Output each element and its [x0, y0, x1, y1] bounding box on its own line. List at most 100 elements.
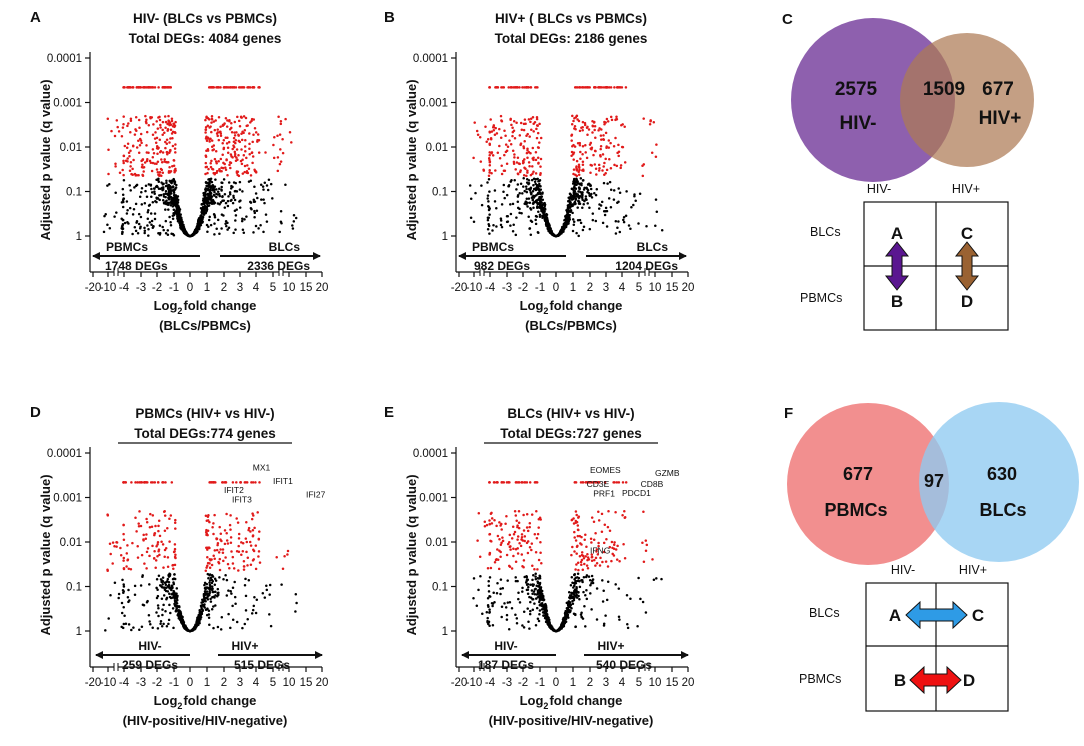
data-point — [498, 538, 501, 541]
data-point — [164, 126, 167, 130]
data-point — [603, 523, 607, 527]
data-point — [167, 119, 170, 122]
data-point — [579, 177, 583, 180]
data-point — [579, 542, 582, 545]
data-point — [237, 550, 241, 554]
data-point — [122, 481, 125, 484]
data-point — [582, 225, 586, 228]
data-point — [165, 142, 169, 146]
data-point — [151, 544, 154, 548]
data-point — [615, 86, 619, 89]
data-point — [145, 533, 148, 536]
data-point — [539, 541, 542, 544]
data-point — [532, 158, 535, 162]
data-point — [578, 144, 582, 147]
data-point — [559, 626, 563, 630]
data-point — [590, 555, 594, 559]
data-point — [148, 554, 151, 558]
data-point — [223, 529, 227, 532]
data-point — [532, 187, 536, 191]
data-point — [531, 165, 534, 168]
data-point — [279, 160, 283, 163]
data-point — [574, 173, 577, 177]
data-point — [228, 193, 232, 196]
data-point — [176, 208, 179, 212]
data-point — [160, 624, 164, 628]
x-axis-label: Log2fold change — [154, 693, 257, 711]
data-point — [577, 86, 581, 89]
x-tick-label: 15 — [300, 677, 313, 689]
panel-letter-e: E — [384, 404, 394, 421]
data-point — [264, 213, 268, 216]
data-point — [166, 527, 169, 530]
data-point — [171, 607, 175, 610]
data-point — [113, 215, 116, 218]
data-point — [224, 481, 228, 484]
data-point — [498, 127, 501, 131]
data-point — [594, 193, 598, 197]
data-point — [233, 209, 237, 212]
data-point — [123, 221, 127, 225]
data-point — [593, 558, 596, 562]
data-point — [119, 553, 123, 557]
data-point — [509, 180, 512, 183]
data-point — [491, 125, 495, 129]
data-point — [207, 225, 210, 228]
data-point — [148, 159, 152, 163]
data-point — [508, 533, 512, 537]
data-point — [208, 140, 211, 143]
data-point — [205, 223, 209, 227]
data-point — [171, 125, 175, 128]
data-point — [268, 593, 271, 596]
data-point — [584, 625, 587, 628]
data-point — [568, 609, 571, 613]
data-point — [227, 226, 231, 230]
data-point — [153, 86, 157, 89]
data-point — [473, 121, 476, 124]
data-point — [573, 594, 577, 597]
data-point — [233, 154, 237, 158]
data-point — [486, 616, 489, 620]
data-point — [536, 202, 540, 206]
data-point — [511, 229, 515, 233]
data-point — [578, 194, 581, 198]
data-point — [271, 197, 274, 200]
data-point — [148, 620, 151, 623]
data-point — [178, 214, 181, 218]
data-point — [137, 139, 140, 142]
data-point — [139, 215, 143, 219]
data-point — [602, 209, 606, 213]
data-point — [216, 128, 219, 131]
data-point — [225, 594, 229, 597]
data-point — [614, 548, 618, 551]
data-point — [537, 619, 541, 623]
data-point — [257, 555, 260, 558]
data-point — [121, 187, 125, 191]
data-point — [637, 222, 640, 225]
data-point — [504, 143, 508, 146]
data-point — [617, 220, 620, 223]
data-point — [520, 538, 523, 541]
x-tick-label: -4 — [119, 282, 130, 294]
data-point — [570, 123, 574, 126]
data-point — [516, 172, 520, 176]
data-point — [141, 575, 144, 578]
data-point — [249, 544, 253, 547]
data-point — [226, 119, 229, 122]
data-point — [153, 137, 157, 140]
data-point — [242, 115, 246, 118]
data-point — [505, 613, 509, 617]
data-point — [216, 587, 220, 591]
data-point — [539, 172, 542, 175]
x-tick-label: -3 — [502, 282, 512, 294]
data-point — [168, 179, 171, 183]
data-point — [576, 561, 580, 565]
data-point — [236, 521, 240, 524]
data-point — [567, 590, 571, 594]
data-point — [215, 86, 219, 89]
data-point — [137, 522, 140, 525]
data-point — [134, 516, 137, 520]
data-point — [605, 168, 609, 172]
data-point — [499, 592, 502, 596]
data-point — [537, 180, 540, 183]
